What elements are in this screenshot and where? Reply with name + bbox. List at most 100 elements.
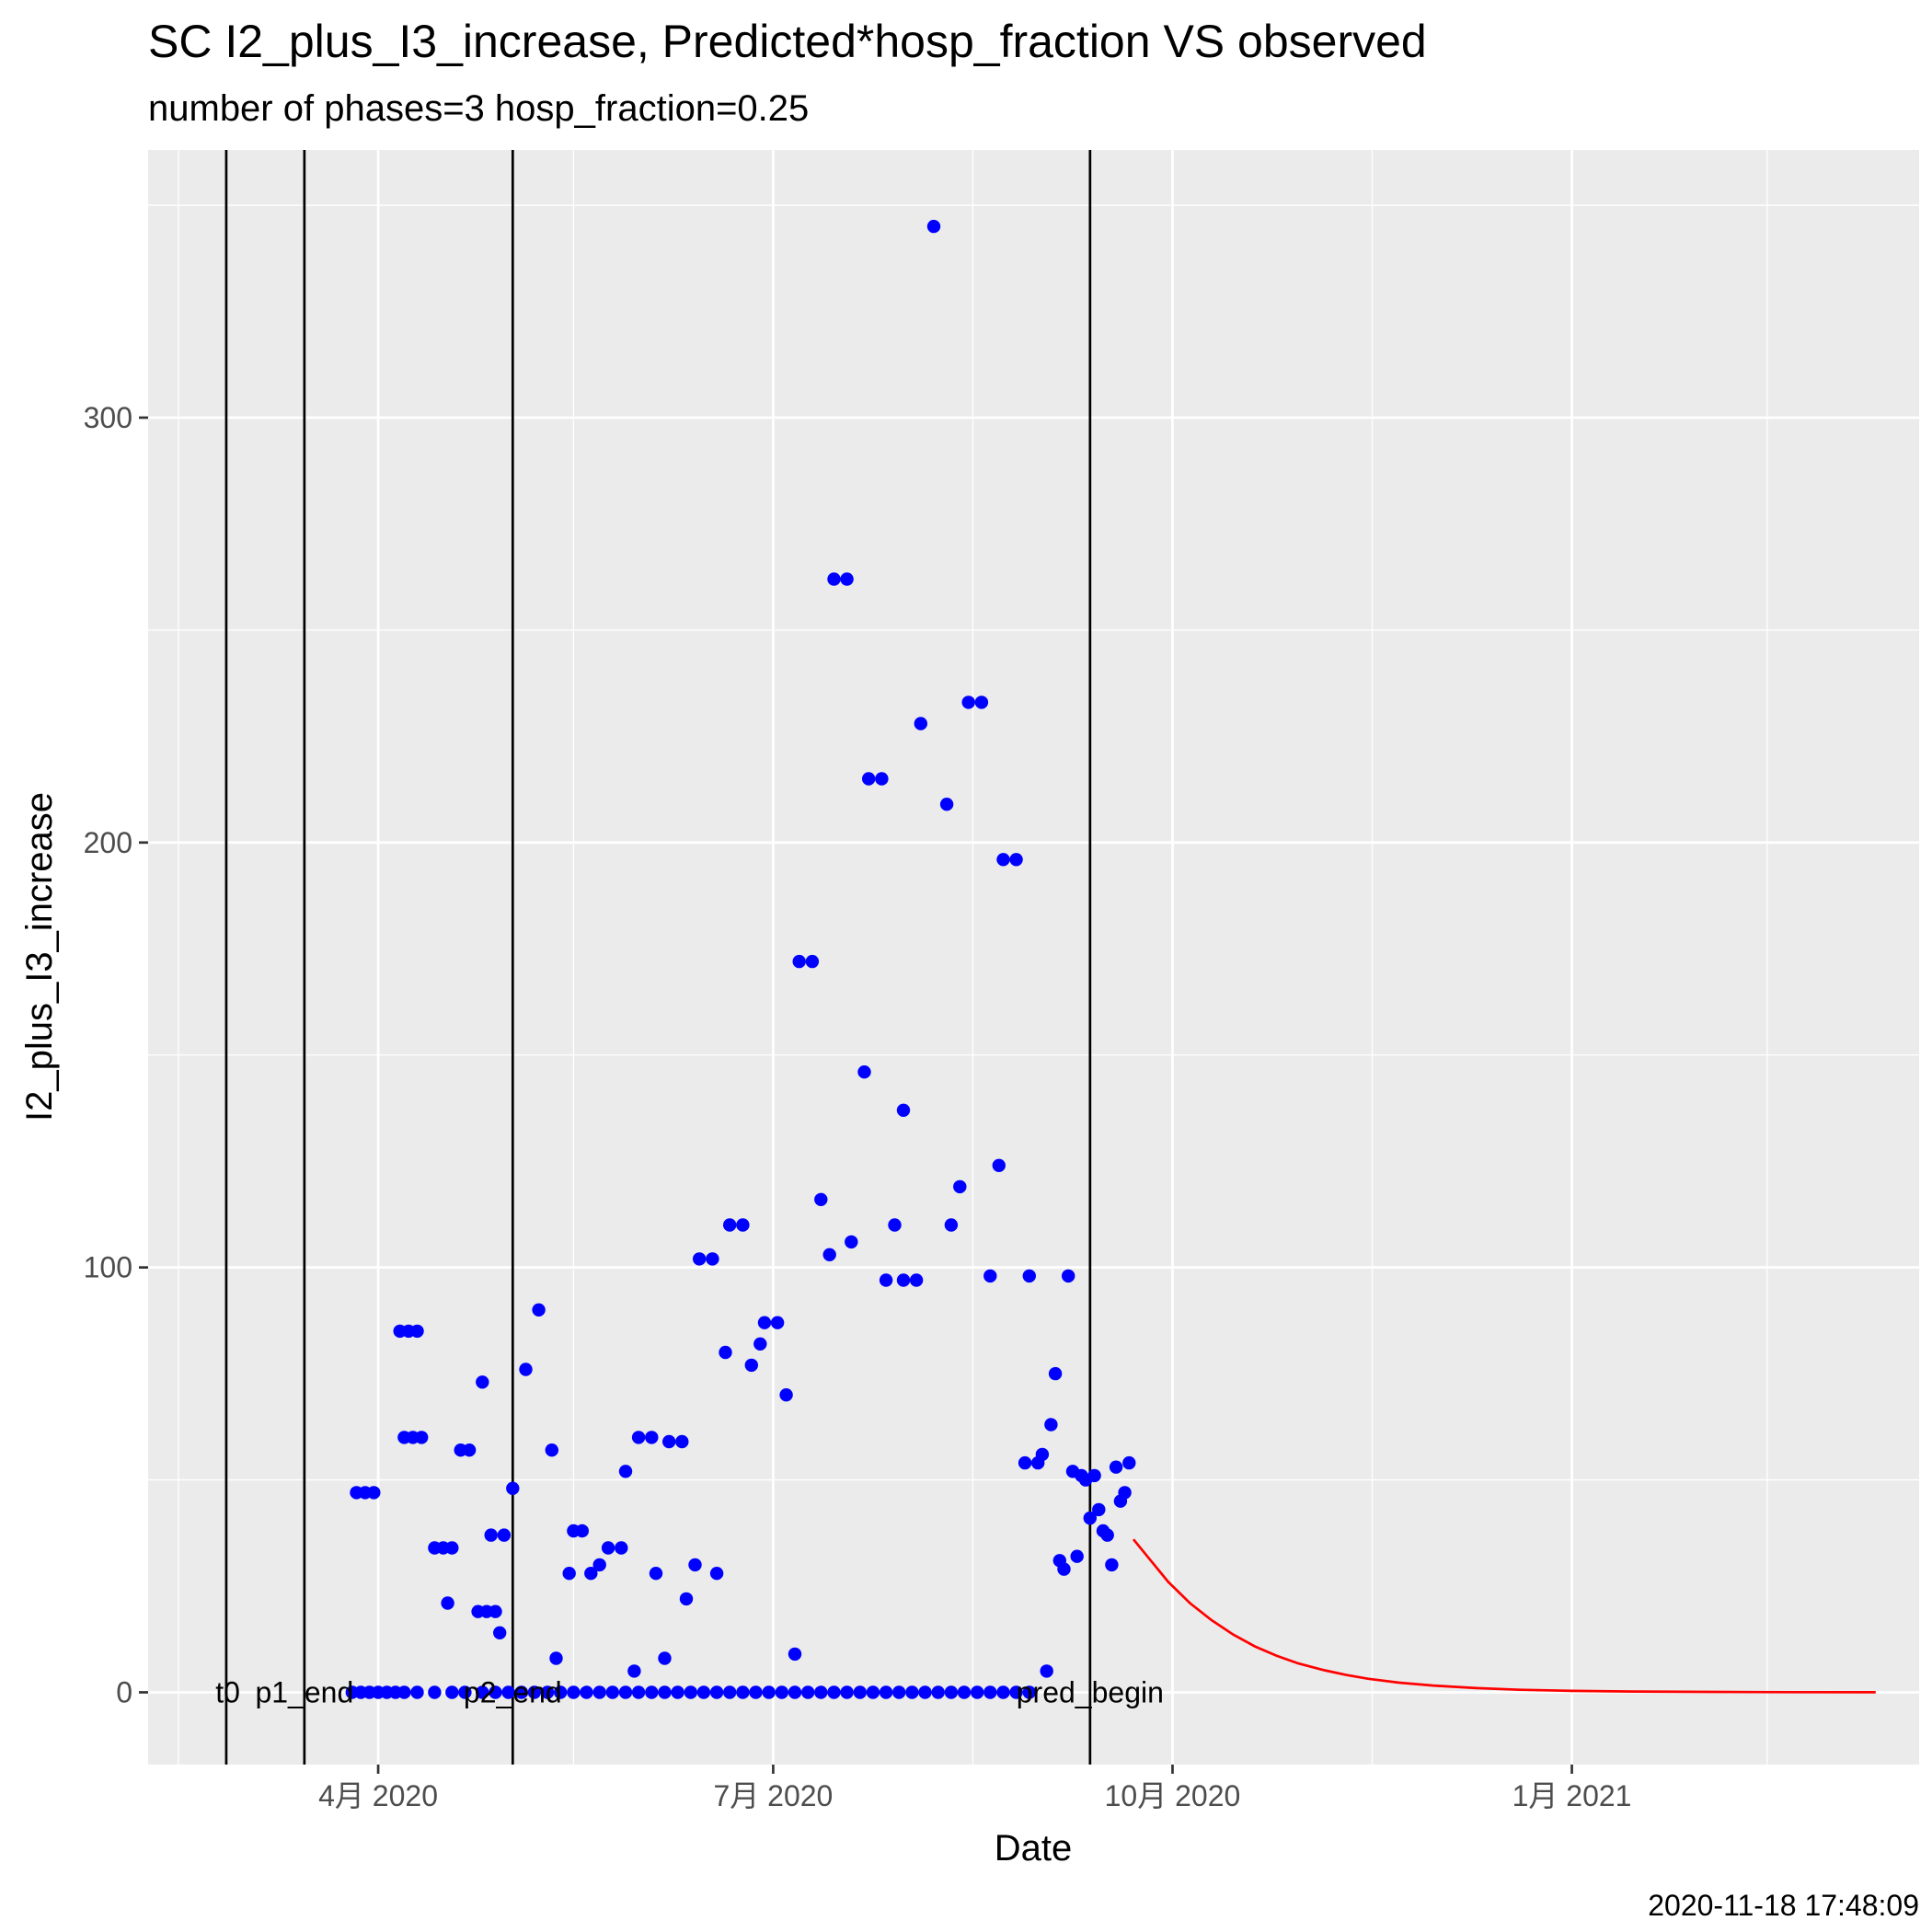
observed-point (592, 1558, 606, 1572)
observed-point (719, 1345, 732, 1360)
y-tick-label: 0 (116, 1675, 132, 1708)
phase-label: pred_begin (1017, 1675, 1164, 1708)
observed-point (397, 1685, 411, 1699)
observed-point (814, 1685, 828, 1699)
observed-point (953, 1179, 967, 1194)
phase-lines (224, 150, 1092, 1765)
prediction-line (1132, 1538, 1876, 1694)
observed-point (514, 1685, 528, 1699)
minor-gridlines (148, 150, 1919, 1765)
observed-point (1022, 1269, 1037, 1283)
observed-point (679, 1592, 694, 1606)
observed-point (892, 1685, 906, 1699)
observed-point (584, 1567, 598, 1581)
observed-point (428, 1685, 442, 1699)
observed-point (709, 1685, 724, 1699)
observed-point (840, 572, 854, 586)
observed-point (1070, 1549, 1084, 1563)
observed-point (532, 1303, 546, 1317)
observed-point (410, 1324, 424, 1339)
observed-point (580, 1685, 593, 1699)
observed-point (592, 1685, 606, 1699)
observed-point (501, 1685, 515, 1699)
observed-point (545, 1443, 558, 1457)
observed-point (445, 1541, 459, 1555)
observed-point (814, 1192, 828, 1207)
observed-point (736, 1218, 750, 1232)
observed-point (762, 1685, 776, 1699)
y-axis-title: I2_plus_I3_increase (19, 792, 60, 1121)
observed-point (996, 853, 1010, 867)
observed-point (688, 1558, 702, 1572)
x-tick-label: 1月 2021 (1512, 1779, 1632, 1812)
observed-point (1105, 1558, 1119, 1572)
observed-point (1092, 1502, 1106, 1517)
observed-point (605, 1685, 619, 1699)
prediction-curve (1132, 1538, 1876, 1694)
observed-point (662, 1434, 676, 1449)
observed-point (857, 1065, 871, 1079)
observed-point (1044, 1418, 1058, 1432)
observed-point (974, 696, 989, 709)
observed-point (875, 772, 889, 786)
observed-point (415, 1431, 429, 1444)
observed-point (749, 1685, 763, 1699)
observed-point (458, 1685, 472, 1699)
observed-point (489, 1604, 502, 1618)
observed-point (845, 1235, 858, 1249)
observed-point (1122, 1455, 1136, 1470)
observed-point (618, 1465, 633, 1478)
observed-point (1009, 853, 1023, 867)
observed-point (441, 1596, 454, 1610)
observed-point (983, 1269, 997, 1283)
observed-point (497, 1528, 512, 1542)
observed-point (462, 1443, 477, 1457)
observed-point (983, 1685, 997, 1699)
observed-point (736, 1685, 750, 1699)
y-tick-label: 200 (84, 826, 132, 859)
observed-point (489, 1685, 502, 1699)
observed-point (926, 219, 941, 234)
observed-point (1018, 1455, 1032, 1470)
x-tick-label: 10月 2020 (1105, 1779, 1241, 1812)
observed-point (723, 1685, 737, 1699)
y-tick-label: 300 (84, 401, 132, 434)
observed-point (575, 1524, 589, 1538)
observed-point (484, 1528, 498, 1542)
observed-point (567, 1685, 581, 1699)
observed-point (562, 1567, 576, 1581)
observed-point (909, 1273, 924, 1287)
observed-point (971, 1685, 984, 1699)
observed-point (627, 1664, 641, 1678)
observed-point (367, 1486, 381, 1500)
observed-point (601, 1541, 615, 1555)
observed-point (779, 1388, 793, 1402)
observed-point (410, 1685, 424, 1699)
y-tick-label: 100 (84, 1251, 132, 1284)
phase-label: p2_end (464, 1675, 562, 1708)
observed-point (801, 1685, 815, 1699)
observed-point (827, 1685, 841, 1699)
observed-point (840, 1685, 854, 1699)
observed-point (645, 1431, 659, 1444)
observed-point (1100, 1528, 1114, 1542)
observed-point (992, 1158, 1006, 1173)
observed-point (675, 1434, 689, 1449)
observed-point (788, 1685, 802, 1699)
observed-point (753, 1337, 767, 1351)
observed-point (879, 1685, 893, 1699)
x-tick-label: 7月 2020 (713, 1779, 833, 1812)
observed-point (476, 1375, 489, 1389)
observed-point (1087, 1468, 1101, 1483)
observed-point (1109, 1460, 1123, 1474)
observed-point (1083, 1511, 1098, 1525)
observed-point (645, 1685, 659, 1699)
observed-point (671, 1685, 684, 1699)
observed-point (866, 1685, 880, 1699)
observed-point (853, 1685, 867, 1699)
observed-point (476, 1685, 489, 1699)
observed-point (757, 1316, 772, 1329)
observed-point (706, 1252, 719, 1266)
phase-label: p1_end (255, 1675, 353, 1708)
observed-point (896, 1103, 911, 1118)
